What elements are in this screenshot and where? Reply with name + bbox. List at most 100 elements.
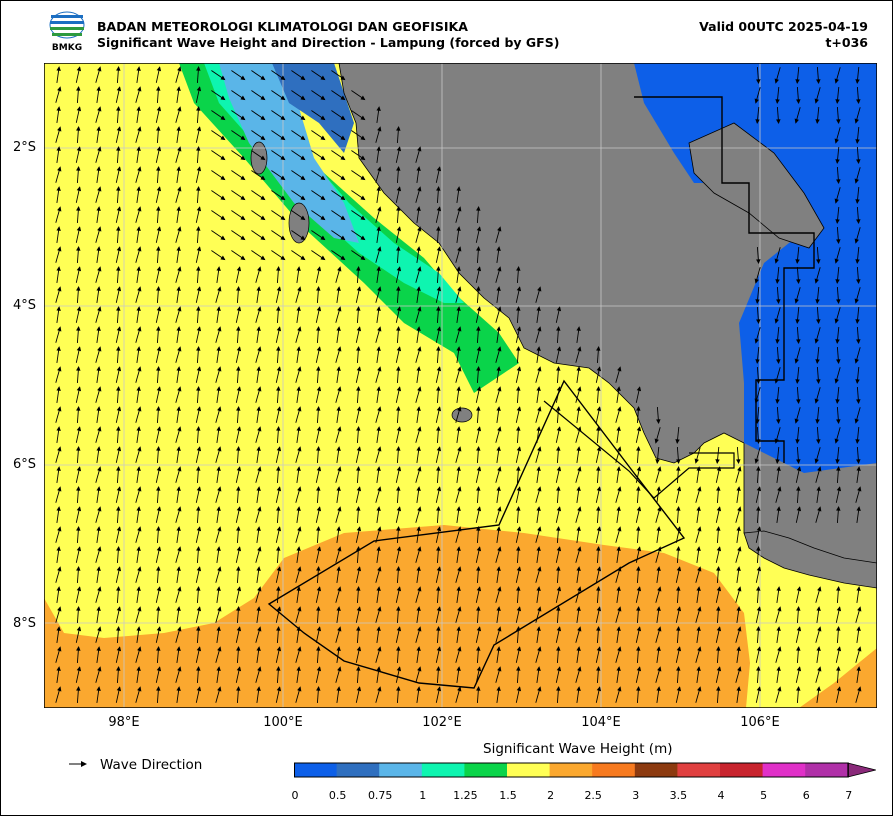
wave-arrow-head — [220, 255, 226, 261]
wave-arrow-head — [316, 306, 322, 312]
wave-arrow-head — [376, 426, 381, 431]
wave-arrow-head — [396, 565, 401, 571]
wave-arrow-head — [596, 345, 601, 351]
wave-arrow-head — [296, 306, 301, 311]
wave-arrow-head — [196, 225, 201, 231]
wave-arrow-head — [240, 75, 246, 81]
east-zone-outline — [634, 96, 815, 463]
wave-arrow-head — [116, 265, 121, 271]
wave-arrow-head — [217, 566, 222, 572]
wave-arrow-head — [76, 285, 81, 291]
wave-arrow-head — [360, 115, 366, 121]
wave-arrow-head — [396, 386, 402, 392]
wave-arrow-head — [176, 366, 181, 371]
colorbar-segment — [592, 763, 636, 777]
wave-arrow-head — [240, 195, 246, 201]
wave-arrow-head — [257, 426, 262, 432]
wave-arrow-head — [217, 526, 222, 532]
wave-arrow-head — [337, 586, 342, 592]
wave-arrow-head — [280, 215, 286, 221]
wave-arrow-head — [137, 206, 142, 212]
wave-arrow-head — [240, 115, 246, 121]
wave-arrow-head — [696, 506, 701, 511]
wave-arrow-head — [376, 306, 381, 311]
wave-arrow-head — [776, 506, 781, 511]
wave-arrow-head — [296, 346, 301, 351]
wave-arrow-head — [476, 506, 482, 512]
wave-arrow-head — [76, 586, 82, 592]
wave-arrow-head — [217, 366, 222, 372]
wave-arrow-head — [320, 115, 326, 121]
colorbar-tick-label: 3.5 — [669, 789, 688, 802]
wave-arrow-head — [775, 279, 780, 285]
wave-arrow-head — [436, 305, 441, 311]
wave-arrow-head — [815, 359, 820, 365]
wave-arrow-head — [320, 215, 326, 221]
wave-arrow-head — [276, 665, 281, 671]
wave-arrow-head — [96, 246, 101, 251]
wave-arrow-head — [336, 646, 341, 651]
wave-arrow-head — [337, 546, 342, 552]
wave-arrow-head — [816, 439, 821, 445]
wave-arrow-head — [795, 319, 800, 325]
wave-arrow-head — [636, 586, 642, 592]
wave-arrow-head — [297, 366, 302, 372]
wave-arrow-head — [356, 265, 361, 271]
wave-arrow-head — [476, 325, 481, 331]
wave-arrow-head — [636, 405, 641, 411]
wave-arrow-head — [177, 106, 182, 112]
wave-arrow-head — [576, 486, 581, 491]
wave-arrow-head — [377, 326, 382, 332]
wave-arrow-head — [476, 426, 482, 432]
wave-arrow-head — [577, 546, 582, 552]
wave-arrow-head — [116, 286, 122, 292]
wave-arrow-head — [834, 318, 839, 324]
wave-arrow-head — [316, 325, 321, 331]
wave-arrow-head — [57, 606, 62, 612]
wave-arrow-head — [257, 346, 262, 352]
wave-arrow-head — [220, 95, 226, 101]
wave-arrow-head — [716, 525, 721, 531]
wave-arrow-head — [356, 425, 361, 431]
wave-arrow-head — [337, 346, 342, 352]
wave-arrow-head — [537, 286, 542, 292]
wave-arrow-head — [240, 215, 246, 221]
lon-label-98e: 98°E — [108, 715, 140, 730]
wave-arrow-head — [300, 115, 306, 121]
wave-arrow-head — [457, 286, 462, 292]
wave-arrow-head — [696, 586, 701, 591]
svg-text:BMKG: BMKG — [52, 43, 82, 53]
wave-arrow-head — [697, 566, 702, 572]
wave-arrow-head — [577, 346, 582, 352]
wave-arrow-head — [296, 506, 301, 511]
colorbar-tick-label: 0 — [291, 789, 299, 802]
wave-arrow-head — [97, 466, 102, 472]
wave-arrow-head — [617, 526, 622, 532]
lat-label-2s: 2°S — [13, 140, 37, 155]
wave-arrow-head — [376, 226, 381, 231]
wave-arrow-head — [636, 605, 641, 611]
wave-arrow-head — [774, 78, 779, 84]
wave-arrow-head — [396, 346, 402, 352]
wave-arrow-head — [116, 625, 121, 631]
wave-arrow-head — [636, 426, 642, 432]
wave-arrow-head — [220, 195, 226, 201]
wave-arrow-head — [396, 626, 402, 632]
wave-arrow-head — [776, 586, 781, 591]
wave-arrow-head — [296, 426, 301, 431]
wave-arrow-head — [516, 366, 522, 372]
wave-arrow-head — [236, 605, 241, 611]
wave-arrow-head — [336, 566, 341, 571]
wave-arrow-head — [97, 66, 102, 72]
wave-arrow-head — [356, 566, 362, 572]
wave-arrow-head — [496, 486, 501, 491]
wave-arrow-head — [196, 86, 202, 92]
wave-arrow-head — [156, 405, 161, 411]
wave-arrow-head — [857, 486, 862, 492]
wave-arrow-head — [220, 175, 226, 181]
wave-arrow-head — [497, 226, 502, 232]
wave-arrow-head — [116, 425, 121, 431]
wave-arrow-head — [136, 386, 141, 391]
wave-arrow-head — [516, 665, 521, 671]
wave-arrow-head — [116, 345, 121, 351]
